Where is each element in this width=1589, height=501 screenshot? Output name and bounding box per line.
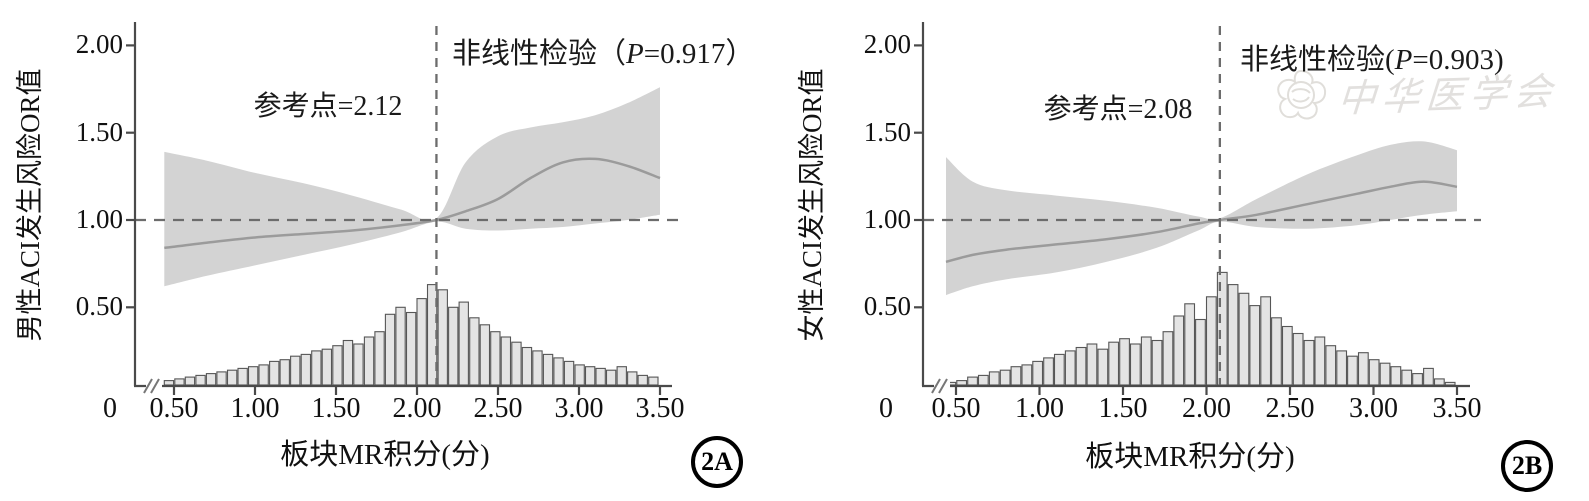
p-value: =0.917） bbox=[643, 38, 755, 70]
p-symbol: P bbox=[626, 38, 644, 70]
panel-2a-badge: 2A bbox=[691, 436, 743, 488]
panel-2a-nonlinearity-test-annotation: 非线性检验（P=0.917） bbox=[452, 30, 754, 72]
x-tick-label: 1.00 bbox=[230, 393, 280, 424]
panel-2a-reference-point-annotation: 参考点=2.12 bbox=[253, 91, 403, 122]
x-tick-label: 1.50 bbox=[1098, 393, 1148, 424]
axis-break-slash bbox=[938, 378, 948, 394]
x-tick-label: 3.00 bbox=[1349, 393, 1398, 424]
axis-break-slash bbox=[150, 378, 160, 394]
y-tick-label: 1.00 bbox=[863, 204, 911, 234]
or-spline-curve bbox=[945, 180, 1458, 264]
histogram-bars bbox=[945, 271, 1456, 386]
panel-2a-y-axis-label: 男性ACI发生风险OR值 bbox=[15, 68, 45, 342]
x-tick-label: 3.00 bbox=[554, 393, 604, 424]
y-tick-label: 0.50 bbox=[75, 291, 123, 322]
x-tick-label: 0 bbox=[103, 393, 117, 424]
axes bbox=[914, 22, 1470, 395]
x-tick-label: 3.50 bbox=[635, 393, 685, 424]
panel-2a-x-axis-title: 板块MR积分(分) bbox=[280, 439, 490, 471]
x-tick-label: 1.50 bbox=[311, 393, 361, 424]
panel-2b-y-axis-label: 女性ACI发生风险OR值 bbox=[797, 68, 827, 342]
axes bbox=[126, 22, 672, 395]
x-tick-label: 0.50 bbox=[931, 393, 981, 424]
histogram-bars bbox=[163, 284, 659, 386]
y-tick-label: 2.00 bbox=[75, 29, 123, 60]
y-tick-label: 1.50 bbox=[863, 116, 911, 147]
y-tick-label: 2.00 bbox=[863, 29, 911, 60]
x-tick-label: 3.50 bbox=[1432, 393, 1482, 424]
x-tick-label: 2.00 bbox=[392, 393, 442, 424]
p-symbol: P bbox=[1394, 44, 1413, 76]
x-tick-label: 2.50 bbox=[1265, 393, 1315, 424]
panel-2b-nonlinearity-test-annotation: 非线性检验(P=0.903) bbox=[1240, 36, 1504, 78]
y-tick-label: 0.50 bbox=[863, 291, 911, 322]
axis-break-slash bbox=[931, 378, 941, 394]
confidence-band bbox=[946, 141, 1457, 296]
cma-flower-logo-icon bbox=[1277, 69, 1327, 120]
panel-2b-badge: 2B bbox=[1501, 440, 1553, 492]
axis-break-slash bbox=[143, 378, 153, 394]
y-tick-label: 1.00 bbox=[75, 204, 123, 234]
nonlinearity-label: 非线性检验( bbox=[1240, 44, 1395, 76]
confidence-band bbox=[164, 87, 661, 287]
or-spline-curve bbox=[164, 157, 661, 250]
x-tick-label: 1.00 bbox=[1015, 393, 1064, 424]
x-tick-label: 2.50 bbox=[473, 393, 523, 424]
y-tick-label: 1.50 bbox=[75, 116, 123, 147]
p-value: =0.903) bbox=[1412, 44, 1504, 76]
x-tick-label: 0 bbox=[879, 393, 893, 424]
panel-2b-reference-point-annotation: 参考点=2.08 bbox=[1043, 94, 1193, 125]
x-tick-label: 2.00 bbox=[1182, 393, 1231, 424]
x-tick-label: 0.50 bbox=[149, 393, 199, 424]
nonlinearity-label: 非线性检验（ bbox=[452, 38, 627, 70]
panel-2b-x-axis-title: 板块MR积分(分) bbox=[1085, 441, 1295, 473]
